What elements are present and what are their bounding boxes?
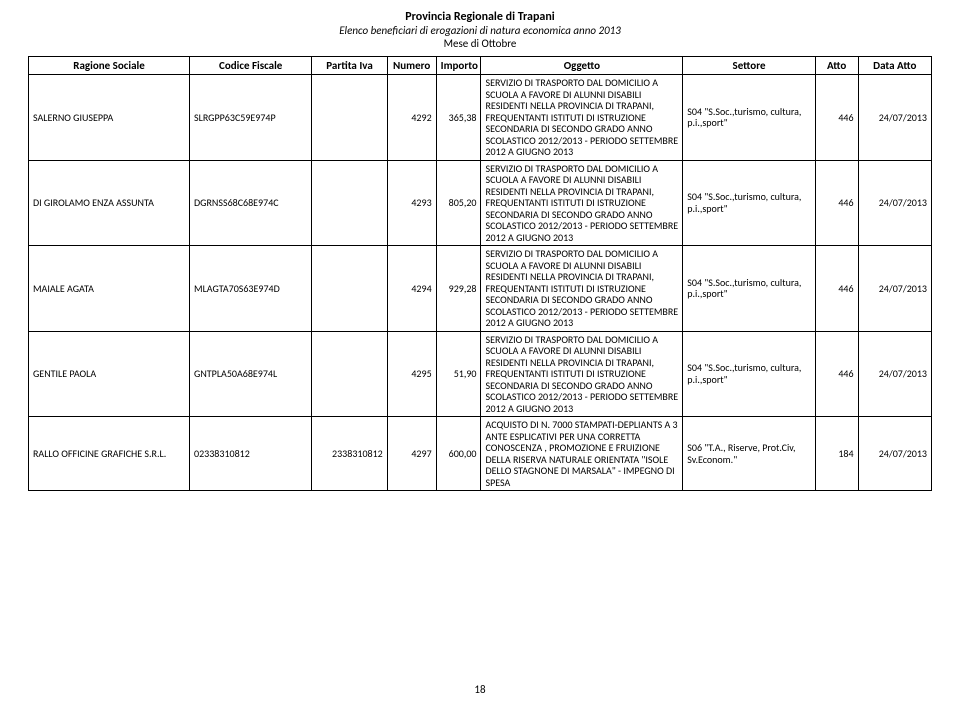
cell-importo: 929,28 (436, 246, 481, 332)
col-atto: Atto (815, 57, 858, 75)
cell-oggetto: SERVIZIO DI TRASPORTO DAL DOMICILIO A SC… (481, 246, 683, 332)
col-codice: Codice Fiscale (190, 57, 312, 75)
table-row: RALLO OFFICINE GRAFICHE S.R.L. 023383108… (29, 417, 932, 491)
cell-atto: 446 (815, 75, 858, 161)
cell-numero: 4297 (387, 417, 436, 491)
cell-codice: GNTPLA50A68E974L (190, 331, 312, 417)
cell-importo: 600,00 (436, 417, 481, 491)
header-subtitle: Elenco beneficiari di erogazioni di natu… (28, 24, 932, 37)
col-data: Data Atto (858, 57, 931, 75)
cell-atto: 446 (815, 331, 858, 417)
cell-partita: 2338310812 (312, 417, 387, 491)
cell-ragione: DI GIROLAMO ENZA ASSUNTA (29, 160, 190, 246)
cell-oggetto: SERVIZIO DI TRASPORTO DAL DOMICILIO A SC… (481, 75, 683, 161)
cell-oggetto: SERVIZIO DI TRASPORTO DAL DOMICILIO A SC… (481, 160, 683, 246)
col-ragione: Ragione Sociale (29, 57, 190, 75)
cell-atto: 446 (815, 160, 858, 246)
cell-partita (312, 331, 387, 417)
col-settore: Settore (683, 57, 815, 75)
header-title: Provincia Regionale di Trapani (28, 10, 932, 24)
cell-data: 24/07/2013 (858, 75, 931, 161)
cell-settore: S04 "S.Soc.,turismo, cultura, p.i.,sport… (683, 246, 815, 332)
table-header-row: Ragione Sociale Codice Fiscale Partita I… (29, 57, 932, 75)
col-importo: Importo (436, 57, 481, 75)
cell-codice: SLRGPP63C59E974P (190, 75, 312, 161)
cell-codice: DGRNSS68C68E974C (190, 160, 312, 246)
cell-oggetto: SERVIZIO DI TRASPORTO DAL DOMICILIO A SC… (481, 331, 683, 417)
cell-ragione: SALERNO GIUSEPPA (29, 75, 190, 161)
cell-ragione: RALLO OFFICINE GRAFICHE S.R.L. (29, 417, 190, 491)
cell-numero: 4293 (387, 160, 436, 246)
cell-importo: 365,38 (436, 75, 481, 161)
cell-data: 24/07/2013 (858, 331, 931, 417)
cell-importo: 51,90 (436, 331, 481, 417)
table-row: DI GIROLAMO ENZA ASSUNTA DGRNSS68C68E974… (29, 160, 932, 246)
cell-numero: 4292 (387, 75, 436, 161)
cell-partita (312, 75, 387, 161)
cell-importo: 805,20 (436, 160, 481, 246)
document-header: Provincia Regionale di Trapani Elenco be… (28, 10, 932, 50)
cell-settore: S04 "S.Soc.,turismo, cultura, p.i.,sport… (683, 160, 815, 246)
cell-data: 24/07/2013 (858, 160, 931, 246)
cell-settore: S04 "S.Soc.,turismo, cultura, p.i.,sport… (683, 331, 815, 417)
beneficiaries-table: Ragione Sociale Codice Fiscale Partita I… (28, 56, 932, 491)
cell-partita (312, 160, 387, 246)
col-partita: Partita Iva (312, 57, 387, 75)
cell-data: 24/07/2013 (858, 417, 931, 491)
col-oggetto: Oggetto (481, 57, 683, 75)
page-number: 18 (0, 683, 960, 696)
cell-ragione: GENTILE PAOLA (29, 331, 190, 417)
cell-settore: S06 "T.A., Riserve, Prot.Civ, Sv.Econom.… (683, 417, 815, 491)
cell-numero: 4295 (387, 331, 436, 417)
cell-settore: S04 "S.Soc.,turismo, cultura, p.i.,sport… (683, 75, 815, 161)
table-row: GENTILE PAOLA GNTPLA50A68E974L 4295 51,9… (29, 331, 932, 417)
table-row: SALERNO GIUSEPPA SLRGPP63C59E974P 4292 3… (29, 75, 932, 161)
cell-codice: MLAGTA70S63E974D (190, 246, 312, 332)
table-row: MAIALE AGATA MLAGTA70S63E974D 4294 929,2… (29, 246, 932, 332)
col-numero: Numero (387, 57, 436, 75)
cell-partita (312, 246, 387, 332)
cell-atto: 446 (815, 246, 858, 332)
header-month: Mese di Ottobre (28, 37, 932, 50)
cell-ragione: MAIALE AGATA (29, 246, 190, 332)
cell-codice: 02338310812 (190, 417, 312, 491)
cell-atto: 184 (815, 417, 858, 491)
cell-numero: 4294 (387, 246, 436, 332)
cell-data: 24/07/2013 (858, 246, 931, 332)
cell-oggetto: ACQUISTO DI N. 7000 STAMPATI-DEPLIANTS A… (481, 417, 683, 491)
